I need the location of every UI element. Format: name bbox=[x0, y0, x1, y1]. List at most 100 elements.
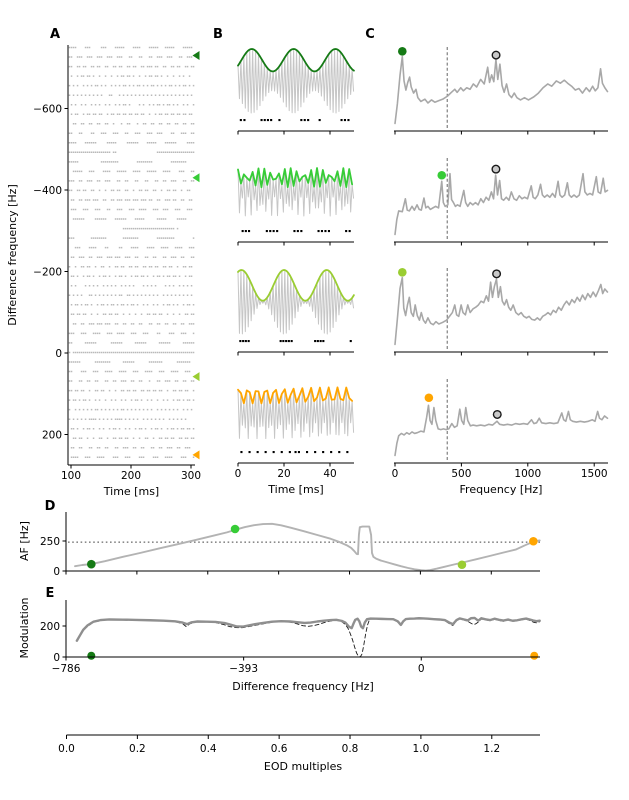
spike-dot bbox=[306, 451, 309, 454]
spike-dot bbox=[247, 340, 250, 343]
af-dot-yellowgreen bbox=[457, 560, 467, 570]
spike-dot bbox=[248, 451, 251, 454]
spike-dot bbox=[318, 119, 321, 122]
carrier-waveform bbox=[237, 48, 355, 114]
spike-dot bbox=[343, 119, 346, 122]
spike-dot bbox=[314, 340, 317, 343]
panel-a-letter: A bbox=[50, 27, 60, 42]
panel-a-ytick-label: 0 bbox=[55, 348, 62, 360]
panel-a-spike-raster: −600 −400 −200 0 200 100 200 300 Time [ms] Differ… bbox=[6, 27, 201, 498]
spike-dot bbox=[349, 340, 352, 343]
spectrum-curve bbox=[394, 404, 609, 457]
spike-dot bbox=[260, 119, 263, 122]
panel-b-xlabel: Time [ms] bbox=[267, 483, 323, 496]
eodf-circle-marker bbox=[491, 50, 501, 60]
panel-b-xtick-label: 0 bbox=[235, 468, 242, 480]
eod-tick-label: 0.4 bbox=[200, 743, 217, 755]
spike-dot bbox=[285, 340, 288, 343]
spike-dot bbox=[256, 451, 259, 454]
panel-e-modulation-curve: 0 200 −786 −393 0 Difference frequency [Hz] Mo… bbox=[18, 586, 541, 693]
spike-dot bbox=[314, 451, 317, 454]
af-dot-green bbox=[230, 524, 240, 534]
stimulus-marker-orange bbox=[192, 450, 200, 460]
eod-tick-label: 0.2 bbox=[129, 743, 146, 755]
spectrum-curve bbox=[394, 55, 609, 125]
spike-dot bbox=[293, 230, 296, 233]
spike-dot bbox=[248, 230, 251, 233]
panel-a-ytick-label: −600 bbox=[33, 103, 62, 115]
spike-dot bbox=[297, 451, 300, 454]
stimulus-marker-green bbox=[192, 173, 200, 183]
spike-dot bbox=[345, 230, 348, 233]
spike-dot bbox=[239, 119, 242, 122]
spike-dot bbox=[303, 119, 306, 122]
spike-dot bbox=[282, 340, 285, 343]
af-peak-dot-orange bbox=[424, 393, 434, 403]
spike-dot bbox=[300, 119, 303, 122]
panel-b-letter: B bbox=[213, 27, 223, 42]
panel-a-ytick-label: 200 bbox=[42, 429, 62, 441]
spike-dot bbox=[278, 119, 281, 122]
panel-e-ylabel: Modulation bbox=[18, 597, 31, 658]
af-dot-darkgreen bbox=[87, 559, 96, 569]
spike-dot bbox=[270, 119, 273, 122]
spike-dot bbox=[340, 119, 343, 122]
eod-tick-label: 1.2 bbox=[483, 743, 500, 755]
spike-dot bbox=[279, 340, 282, 343]
panel-d-ytick-label: 250 bbox=[40, 536, 60, 548]
spike-dot bbox=[294, 451, 297, 454]
eod-tick-label: 0.6 bbox=[271, 743, 288, 755]
af-dot-orange bbox=[529, 536, 538, 546]
spectrum-curve bbox=[394, 172, 609, 236]
eod-tick-label: 0.8 bbox=[342, 743, 359, 755]
spike-dot bbox=[288, 451, 291, 454]
panel-c-xtick-label: 1500 bbox=[581, 468, 608, 480]
eodf-circle-marker bbox=[492, 409, 502, 419]
spike-dot bbox=[242, 340, 245, 343]
spike-dot bbox=[320, 230, 323, 233]
spike-dot bbox=[263, 119, 266, 122]
am-envelope-yellowgreen bbox=[237, 269, 355, 302]
panel-e-xtick-label: −786 bbox=[52, 663, 81, 675]
spike-dot bbox=[239, 340, 242, 343]
spike-dot bbox=[280, 451, 283, 454]
spike-dot bbox=[272, 230, 275, 233]
modulation-dot-darkgreen bbox=[87, 651, 96, 660]
panel-a-xtick-label: 200 bbox=[121, 470, 141, 482]
stimulus-marker-darkgreen bbox=[192, 51, 200, 61]
spectrum-curve bbox=[394, 276, 609, 346]
spike-dot bbox=[319, 340, 322, 343]
eod-tick-label: 1.0 bbox=[413, 743, 430, 755]
spike-dot bbox=[317, 230, 320, 233]
eodf-circle-marker bbox=[492, 269, 502, 279]
am-envelope-green bbox=[237, 167, 354, 189]
spike-dot bbox=[296, 230, 299, 233]
spike-dot bbox=[330, 451, 333, 454]
modulation-solid-curve bbox=[75, 616, 541, 642]
panel-e-ytick-label: 200 bbox=[40, 621, 60, 633]
spike-dot bbox=[300, 230, 303, 233]
spike-dot bbox=[272, 451, 275, 454]
panel-c-power-spectra: 0 500 1000 1500 Frequency [Hz] C bbox=[365, 27, 609, 496]
panel-c-xtick-label: 0 bbox=[392, 468, 399, 480]
panel-a-ytick-label: −200 bbox=[33, 266, 62, 278]
carrier-waveform bbox=[237, 167, 355, 217]
panel-a-xtick-label: 300 bbox=[181, 470, 201, 482]
am-envelope-orange bbox=[237, 386, 354, 405]
panel-d-ylabel: AF [Hz] bbox=[18, 521, 31, 561]
spike-dot bbox=[307, 119, 310, 122]
am-envelope-darkgreen bbox=[237, 48, 355, 73]
stimulus-marker-yellowgreen bbox=[192, 372, 200, 382]
panel-d-af-tuning-curve: 0 250 AF [Hz] D bbox=[18, 499, 541, 578]
eodf-circle-marker bbox=[491, 164, 501, 174]
spike-dot bbox=[322, 340, 325, 343]
spike-dot bbox=[316, 340, 319, 343]
panel-c-xtick-label: 1000 bbox=[514, 468, 541, 480]
spike-dot bbox=[240, 451, 243, 454]
af-peak-dot-darkgreen bbox=[398, 47, 407, 56]
panel-d-ytick-label: 0 bbox=[53, 566, 60, 578]
panel-c-xlabel: Frequency [Hz] bbox=[460, 483, 543, 496]
spike-dot bbox=[322, 451, 325, 454]
